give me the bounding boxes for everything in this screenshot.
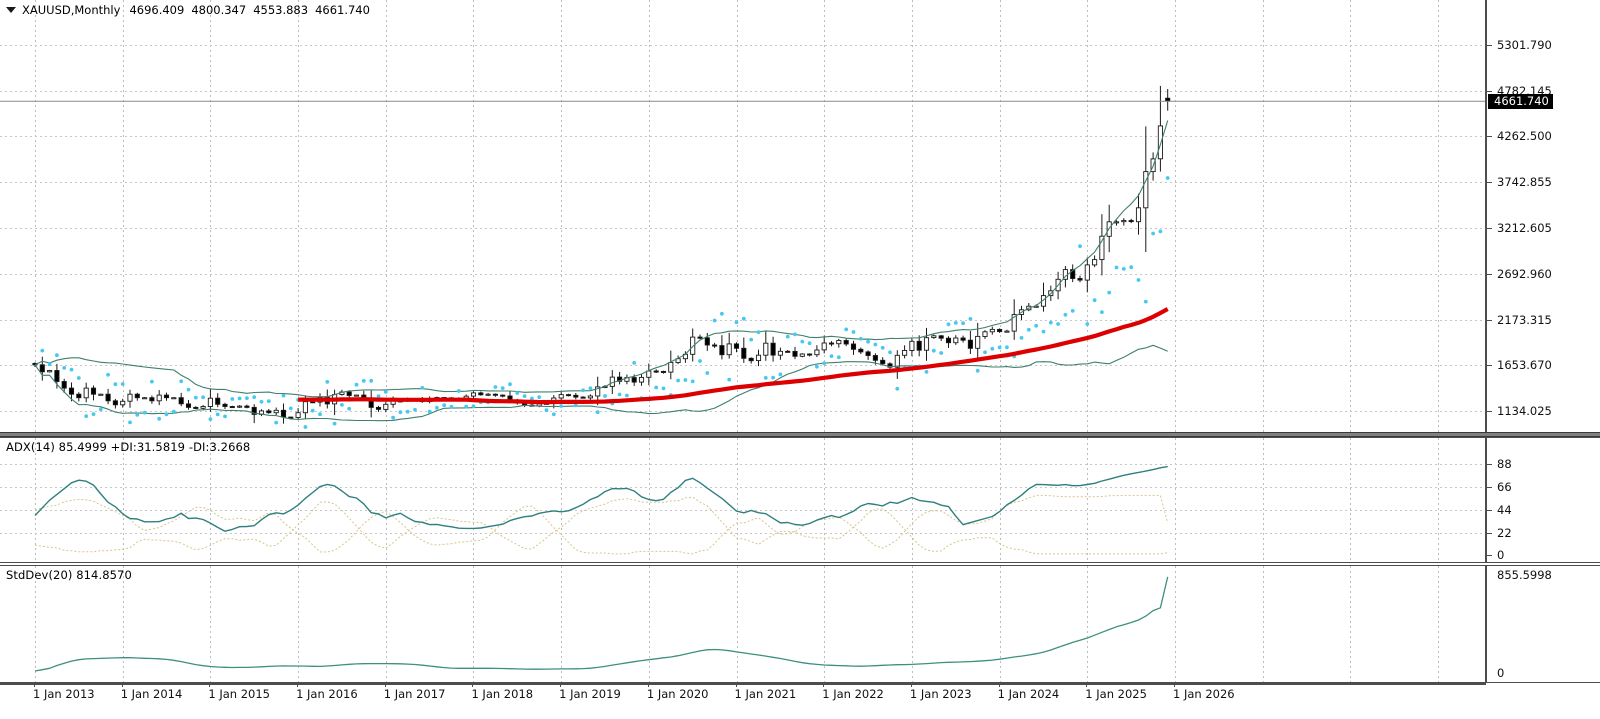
- time-tick-label: 1 Jan 2023: [909, 683, 972, 701]
- stddev-plot-area[interactable]: [0, 566, 1486, 682]
- time-axis[interactable]: 1 Jan 2013 1 Jan 2014 1 Jan 2015 1 Jan 2016…: [0, 683, 1600, 719]
- stddev-scale-label: 0: [1497, 666, 1505, 680]
- time-tick-label: 1 Jan 2018: [471, 683, 534, 701]
- time-tick-label: 1 Jan 2022: [822, 683, 884, 701]
- time-tick-label: 1 Jan 2017: [383, 683, 446, 701]
- time-tick-label: 1 Jan 2026: [1173, 683, 1235, 701]
- price-chart-canvas: [0, 0, 1486, 433]
- stddev-axis-border: [1485, 566, 1487, 682]
- adx-scale-label: 0: [1487, 548, 1504, 562]
- triangle-down-icon[interactable]: [6, 7, 16, 13]
- time-axis-line: [0, 683, 1486, 685]
- price-pane[interactable]: 5301.790 4782.145 4262.500 3742.855 3212.605…: [0, 0, 1600, 434]
- price-scale-label: 2173.315: [1487, 313, 1552, 327]
- price-scale-label: 4262.500: [1487, 129, 1552, 143]
- time-tick-label: 1 Jan 2019: [559, 683, 621, 701]
- stddev-scale: 855.5998 0: [1487, 566, 1600, 682]
- pane-splitter-1[interactable]: [0, 432, 1600, 437]
- stddev-chart-canvas: [34, 566, 1439, 682]
- chart-symbol-label: XAUUSD,Monthly: [22, 3, 121, 17]
- price-plot-area[interactable]: [0, 0, 1486, 433]
- adx-chart-canvas: [0, 438, 1486, 562]
- adx-pane[interactable]: 88 66 44 22 0 ADX(14) 85.4999 +DI:31.5819 -D…: [0, 437, 1600, 563]
- time-tick-label: 1 Jan 2014: [120, 683, 183, 701]
- adx-plot-area[interactable]: [0, 438, 1486, 562]
- time-tick-label: 1 Jan 2015: [208, 683, 270, 701]
- price-scale-label: 2692.960: [1487, 267, 1552, 281]
- time-tick-label: 1 Jan 2025: [1085, 683, 1147, 701]
- time-tick-label: 1 Jan 2020: [646, 683, 709, 701]
- current-price-badge: 4661.740: [1488, 93, 1553, 109]
- time-tick-label: 1 Jan 2021: [734, 683, 797, 701]
- adx-scale-label: 22: [1487, 526, 1512, 540]
- chart-title-bar: XAUUSD,Monthly 4696.409 4800.347 4553.88…: [0, 0, 377, 20]
- price-scale-label: 3742.855: [1487, 175, 1552, 189]
- stddev-scale-label: 855.5998: [1497, 568, 1552, 582]
- ohlc-open: 4696.409: [129, 3, 185, 17]
- adx-scale-label: 66: [1487, 480, 1512, 494]
- price-scale-label: 1134.025: [1487, 404, 1552, 418]
- time-tick-label: 1 Jan 2013: [33, 683, 95, 701]
- stddev-indicator-label[interactable]: StdDev(20) 814.8570: [6, 568, 132, 582]
- ohlc-close: 4661.740: [315, 3, 370, 17]
- ohlc-low: 4553.883: [253, 3, 309, 17]
- price-axis-border: [1485, 0, 1487, 433]
- stddev-pane[interactable]: 855.5998 0 StdDev(20) 814.8570: [0, 565, 1600, 683]
- adx-indicator-label[interactable]: ADX(14) 85.4999 +DI:31.5819 -DI:3.2668: [6, 440, 251, 454]
- adx-scale-label: 44: [1487, 503, 1512, 517]
- time-tick-label: 1 Jan 2024: [997, 683, 1060, 701]
- adx-scale-label: 88: [1487, 457, 1512, 471]
- adx-axis-border: [1485, 438, 1487, 562]
- price-scale-label: 3212.605: [1487, 221, 1552, 235]
- price-scale-label: 5301.790: [1487, 38, 1552, 52]
- time-tick-label: 1 Jan 2016: [296, 683, 358, 701]
- price-scale[interactable]: 5301.790 4782.145 4262.500 3742.855 3212.605…: [1487, 0, 1600, 433]
- price-scale-label: 1653.670: [1487, 358, 1552, 372]
- adx-scale: 88 66 44 22 0: [1487, 438, 1600, 562]
- ohlc-high: 4800.347: [191, 3, 247, 17]
